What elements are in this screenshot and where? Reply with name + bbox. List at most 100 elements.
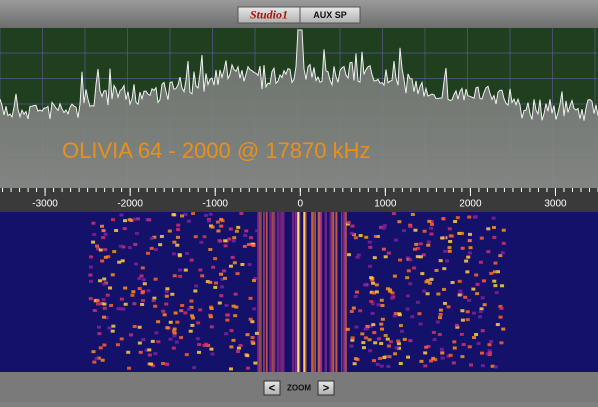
tone-dot	[97, 332, 102, 336]
tone-dot	[457, 231, 462, 235]
tone-dot	[476, 341, 481, 345]
tone-dot	[410, 212, 415, 216]
tone-dot	[236, 346, 241, 350]
tone-dot	[408, 339, 413, 343]
tone-dot	[168, 337, 173, 341]
tone-dot	[219, 217, 224, 221]
tone-dot	[147, 218, 152, 222]
tone-dot	[383, 333, 388, 337]
zoom-out-button[interactable]	[263, 380, 281, 396]
tone-dot	[200, 274, 205, 278]
carrier-line	[291, 212, 294, 372]
tone-dot	[187, 307, 192, 311]
tone-dot	[153, 277, 158, 281]
tone-dot	[98, 248, 103, 252]
tone-dot	[119, 337, 124, 341]
tone-dot	[146, 289, 151, 293]
tone-dot	[373, 341, 378, 345]
tone-dot	[419, 359, 424, 363]
tone-dot	[198, 268, 203, 272]
tone-dot	[244, 229, 249, 233]
tone-dot	[346, 220, 351, 224]
tone-dot	[210, 352, 215, 356]
tone-dot	[414, 242, 419, 246]
tone-dot	[380, 327, 385, 331]
tone-dot	[253, 277, 258, 281]
tone-dot	[180, 303, 185, 307]
tone-dot	[231, 239, 236, 243]
aux-sp-button[interactable]	[299, 6, 361, 24]
tone-dot	[375, 362, 380, 366]
tone-dot	[250, 340, 255, 344]
tone-dot	[235, 350, 240, 354]
tone-dot	[183, 212, 188, 216]
tone-dot	[452, 340, 457, 344]
tone-dot	[396, 339, 401, 343]
tone-dot	[463, 295, 468, 299]
tone-dot	[494, 291, 499, 295]
tone-dot	[223, 276, 228, 280]
tone-dot	[224, 332, 229, 336]
tone-dot	[355, 255, 360, 259]
tone-dot	[102, 343, 107, 347]
tone-dot	[475, 292, 480, 296]
tone-dot	[233, 292, 238, 296]
tone-dot	[110, 273, 115, 277]
tone-dot	[100, 259, 105, 263]
tone-dot	[408, 282, 413, 286]
tone-dot	[499, 306, 504, 310]
tone-dot	[248, 296, 253, 300]
tone-dot	[112, 250, 117, 254]
tone-dot	[220, 277, 225, 281]
tone-dot	[175, 243, 180, 247]
tone-dot	[229, 329, 234, 333]
zoom-in-button[interactable]	[317, 380, 335, 396]
tone-dot	[139, 274, 144, 278]
tone-dot	[465, 270, 470, 274]
tone-dot	[441, 217, 446, 221]
tone-dot	[480, 329, 485, 333]
tone-dot	[188, 329, 193, 333]
tone-dot	[474, 333, 479, 337]
tone-dot	[479, 236, 484, 240]
tone-dot	[175, 235, 180, 239]
tone-dot	[351, 306, 356, 310]
tone-dot	[423, 351, 428, 355]
carrier-line	[317, 212, 320, 372]
tone-dot	[361, 341, 366, 345]
tone-dot	[101, 315, 106, 319]
tone-dot	[115, 343, 120, 347]
tone-dot	[183, 311, 188, 315]
tone-dot	[465, 318, 470, 322]
tone-dot	[363, 283, 368, 287]
tone-dot	[475, 282, 480, 286]
tone-dot	[213, 281, 218, 285]
tone-dot	[190, 323, 195, 327]
aux-sp-label: AUX SP	[313, 10, 347, 20]
tone-dot	[489, 271, 494, 275]
tone-dot	[498, 304, 503, 308]
tone-dot	[219, 294, 224, 298]
tone-dot	[95, 244, 100, 248]
tone-dot	[118, 244, 123, 248]
tone-dot	[224, 303, 229, 307]
tone-dot	[412, 247, 417, 251]
tone-dot	[467, 232, 472, 236]
tone-dot	[202, 235, 207, 239]
tone-dot	[448, 234, 453, 238]
tone-dot	[225, 313, 230, 317]
tone-dot	[158, 243, 163, 247]
tone-dot	[165, 287, 170, 291]
tone-dot	[495, 323, 500, 327]
tone-dot	[457, 293, 462, 297]
tone-dot	[376, 303, 381, 307]
tone-dot	[159, 234, 164, 238]
tone-dot	[447, 227, 452, 231]
tone-dot	[386, 344, 391, 348]
tone-dot	[401, 229, 406, 233]
tone-dot	[213, 257, 218, 261]
tone-dot	[358, 234, 363, 238]
tone-dot	[96, 302, 101, 306]
tone-dot	[445, 259, 450, 263]
tone-dot	[345, 222, 350, 226]
